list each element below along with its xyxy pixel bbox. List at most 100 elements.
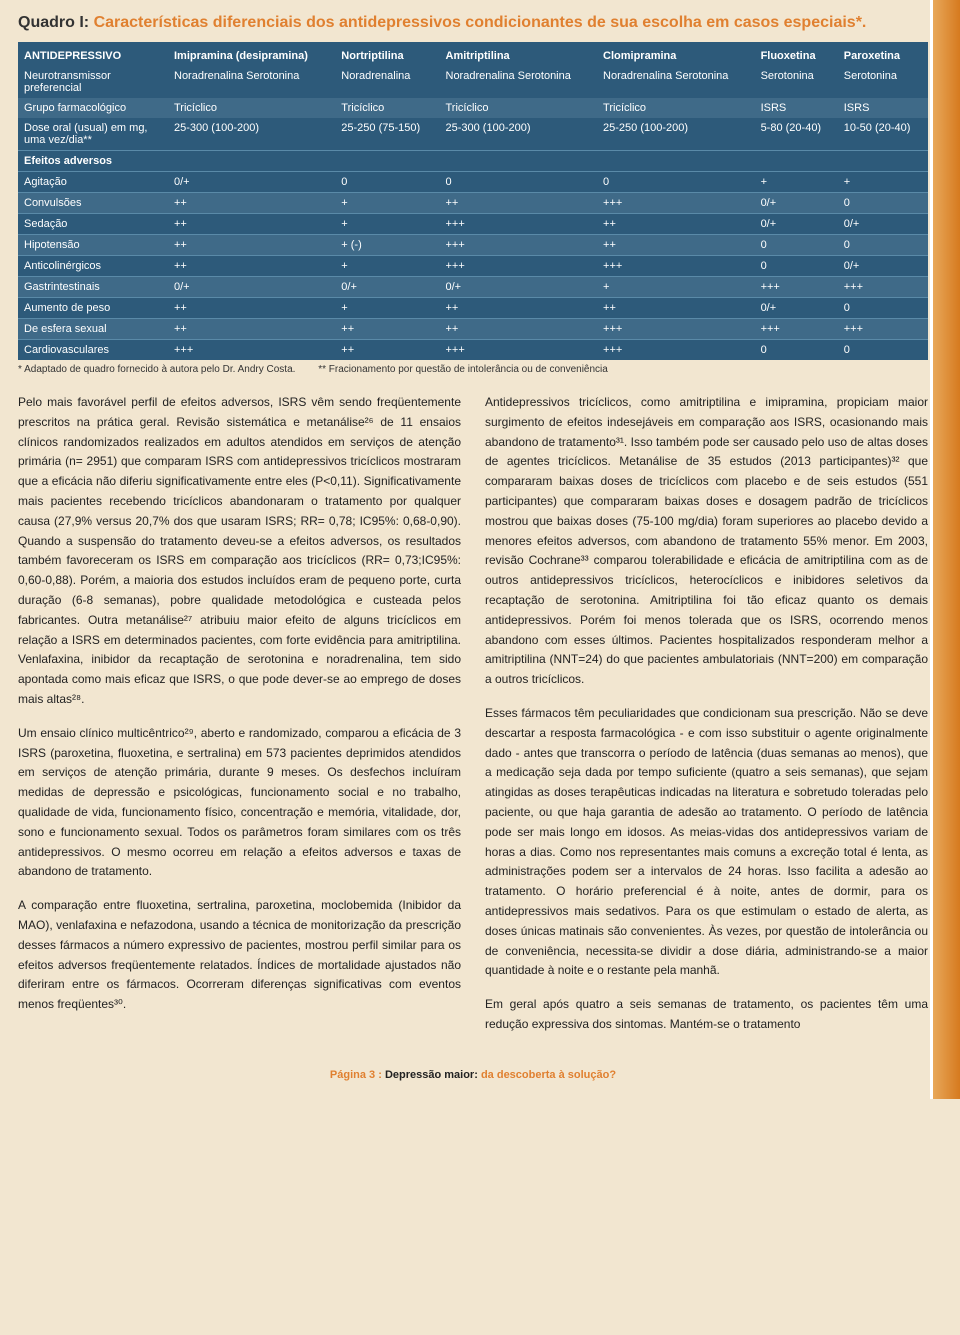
cell: +++ — [440, 214, 598, 235]
table-row: Agitação0/+000++ — [18, 172, 928, 193]
table-row: Hipotensão+++ (-)+++++00 — [18, 235, 928, 256]
cell: ++ — [440, 319, 598, 340]
row-label: Grupo farmacológico — [18, 98, 168, 118]
cell: 0 — [755, 340, 838, 361]
cell: Tricíclico — [440, 98, 598, 118]
table-row: Dose oral (usual) em mg, uma vez/dia**25… — [18, 118, 928, 151]
cell: Noradrenalina Serotonina — [597, 66, 755, 98]
cell: +++ — [440, 235, 598, 256]
col-header: Amitriptilina — [440, 42, 598, 66]
cell: + — [335, 298, 439, 319]
cell: ++ — [440, 298, 598, 319]
cell: + — [335, 256, 439, 277]
cell: Noradrenalina Serotonina — [440, 66, 598, 98]
cell: 0/+ — [335, 277, 439, 298]
col-header: Fluoxetina — [755, 42, 838, 66]
cell: +++ — [597, 319, 755, 340]
cell: Tricíclico — [335, 98, 439, 118]
cell: ISRS — [838, 98, 928, 118]
cell: ++ — [168, 256, 335, 277]
row-label: Anticolinérgicos — [18, 256, 168, 277]
cell: 0/+ — [440, 277, 598, 298]
paragraph: Antidepressivos tricíclicos, como amitri… — [485, 393, 928, 690]
table-footnotes: * Adaptado de quadro fornecido à autora … — [18, 364, 928, 375]
page-footer: Página 3 : Depressão maior: da descobert… — [18, 1069, 928, 1081]
cell: Serotonina — [755, 66, 838, 98]
antidepressant-table: ANTIDEPRESSIVO Imipramina (desipramina) … — [18, 42, 928, 360]
cell: 0 — [838, 298, 928, 319]
footnote-a: * Adaptado de quadro fornecido à autora … — [18, 364, 295, 375]
cell: +++ — [440, 256, 598, 277]
cell: 0 — [838, 193, 928, 214]
cell: +++ — [440, 340, 598, 361]
cell: ++ — [168, 193, 335, 214]
quadro-subtitle: Características diferenciais dos antidep… — [94, 14, 867, 31]
cell: Tricíclico — [597, 98, 755, 118]
table-row: Cardiovasculares+++++++++++00 — [18, 340, 928, 361]
cell: 25-300 (100-200) — [168, 118, 335, 151]
cell: ++ — [168, 298, 335, 319]
body-columns: Pelo mais favorável perfil de efeitos ad… — [18, 393, 928, 1049]
cell: ++ — [168, 319, 335, 340]
cell: ++ — [335, 319, 439, 340]
cell: 0/+ — [168, 277, 335, 298]
row-label: Hipotensão — [18, 235, 168, 256]
cell: +++ — [838, 319, 928, 340]
cell: + — [755, 172, 838, 193]
row-label: Cardiovasculares — [18, 340, 168, 361]
row-label: Agitação — [18, 172, 168, 193]
quadro-label: Quadro I: — [18, 14, 94, 31]
cell: +++ — [597, 193, 755, 214]
table-row: Aumento de peso+++++++0/+0 — [18, 298, 928, 319]
cell: Tricíclico — [168, 98, 335, 118]
table-header-row: ANTIDEPRESSIVO Imipramina (desipramina) … — [18, 42, 928, 66]
cell: + — [335, 193, 439, 214]
cell: 0 — [838, 235, 928, 256]
cell: +++ — [597, 340, 755, 361]
cell: +++ — [597, 256, 755, 277]
paragraph: Em geral após quatro a seis semanas de t… — [485, 995, 928, 1035]
cell: Noradrenalina Serotonina — [168, 66, 335, 98]
right-decorative-stripe — [930, 0, 960, 1099]
row-label: Neurotransmissor preferencial — [18, 66, 168, 98]
col-header: Clomipramina — [597, 42, 755, 66]
row-label: Aumento de peso — [18, 298, 168, 319]
row-label: De esfera sexual — [18, 319, 168, 340]
cell: ++ — [597, 235, 755, 256]
cell: 0/+ — [755, 193, 838, 214]
cell: ++ — [597, 214, 755, 235]
footer-page-number: Página 3 : — [330, 1069, 382, 1081]
effects-section-header: Efeitos adversos — [18, 151, 928, 172]
paragraph: Pelo mais favorável perfil de efeitos ad… — [18, 393, 461, 710]
row-label: Convulsões — [18, 193, 168, 214]
cell: +++ — [755, 277, 838, 298]
cell: ++ — [168, 235, 335, 256]
cell: 25-300 (100-200) — [440, 118, 598, 151]
cell: + — [838, 172, 928, 193]
cell: 0/+ — [838, 214, 928, 235]
footer-title-black: Depressão maior: — [385, 1069, 478, 1081]
cell: + (-) — [335, 235, 439, 256]
cell: 0 — [440, 172, 598, 193]
cell: 0/+ — [168, 172, 335, 193]
cell: 25-250 (100-200) — [597, 118, 755, 151]
cell: + — [597, 277, 755, 298]
cell: 0 — [755, 235, 838, 256]
column-right: Antidepressivos tricíclicos, como amitri… — [485, 393, 928, 1049]
cell: 0/+ — [755, 298, 838, 319]
col-header: ANTIDEPRESSIVO — [18, 42, 168, 66]
cell: Noradrenalina — [335, 66, 439, 98]
cell: 10-50 (20-40) — [838, 118, 928, 151]
cell: ISRS — [755, 98, 838, 118]
table-row: Grupo farmacológicoTricíclicoTricíclicoT… — [18, 98, 928, 118]
table-row: Sedação++++++++0/+0/+ — [18, 214, 928, 235]
cell: +++ — [838, 277, 928, 298]
cell: 5-80 (20-40) — [755, 118, 838, 151]
cell: 0 — [755, 256, 838, 277]
table-row: Convulsões++++++++0/+0 — [18, 193, 928, 214]
cell: 0 — [838, 340, 928, 361]
paragraph: Esses fármacos têm peculiaridades que co… — [485, 704, 928, 981]
cell: ++ — [168, 214, 335, 235]
paragraph: A comparação entre fluoxetina, sertralin… — [18, 896, 461, 1015]
column-left: Pelo mais favorável perfil de efeitos ad… — [18, 393, 461, 1049]
